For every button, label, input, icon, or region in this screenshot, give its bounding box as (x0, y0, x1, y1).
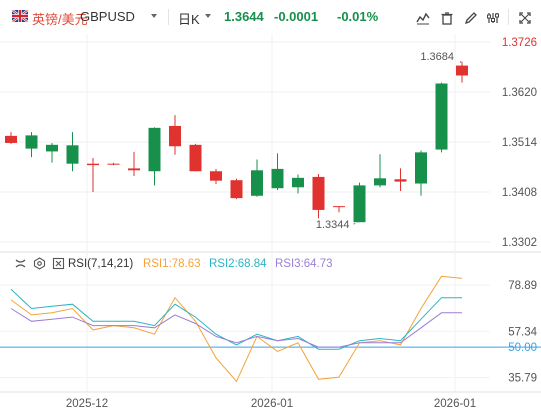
candle-body (107, 163, 120, 165)
price-axis-label: 1.3408 (502, 187, 537, 199)
high-price-label: 1.3684 (420, 51, 454, 63)
rsi-axis-label: 57.34 (508, 326, 537, 338)
candle-body (251, 170, 263, 196)
candle-body (169, 125, 181, 147)
high-marker-line (459, 59, 463, 64)
rsi-axis-label: 50.00 (508, 342, 537, 354)
rsi-axis-label: 35.79 (508, 373, 537, 385)
uk-flag-icon (12, 10, 28, 22)
candle-body (128, 168, 140, 171)
divider (168, 9, 169, 25)
candle-body (353, 185, 366, 223)
price-axis-label: 1.3726 (502, 37, 537, 49)
candle-body (46, 144, 58, 152)
rsi2-line (10, 288, 462, 350)
candle-body (87, 163, 99, 166)
symbol-dropdown-icon[interactable] (151, 14, 157, 18)
candle-body (435, 83, 448, 150)
delete-icon[interactable] (438, 9, 456, 27)
indicator-settings-icon[interactable] (33, 257, 46, 270)
candle-body (271, 168, 284, 189)
candle-body (66, 145, 79, 164)
period-selector[interactable]: 日K (178, 12, 200, 27)
candle-body (415, 152, 427, 184)
toolbar: 英镑/美元 GBPUSD 日K 1.3644 -0.0001 -0.01% (0, 0, 541, 34)
price-annotations: 1.3684 1.3344 (316, 51, 463, 231)
candle-body (5, 135, 17, 143)
time-axis-label: 2026-01 (434, 398, 476, 410)
time-axis-label: 2025-12 (66, 398, 108, 410)
settings-icon[interactable] (484, 9, 502, 27)
low-price-label: 1.3344 (316, 219, 350, 231)
close-indicator-icon[interactable] (52, 257, 65, 270)
price-change: -0.0001 (274, 9, 319, 24)
candle-body (333, 206, 345, 208)
low-marker-line (353, 221, 358, 225)
rsi1-line (10, 275, 463, 383)
time-axis-label: 2026-01 (251, 398, 293, 410)
pen-icon[interactable] (462, 9, 480, 27)
symbol-name[interactable]: 英镑/美元 (32, 12, 88, 27)
rsi2-value: RSI2:68.84 (209, 258, 267, 270)
candle-body (210, 171, 222, 181)
grid-lines (0, 34, 541, 393)
candle-body (456, 65, 468, 76)
rsi3-line (10, 308, 462, 348)
fullscreen-icon[interactable] (516, 9, 534, 27)
hide-indicator-icon[interactable] (14, 257, 27, 270)
symbol-code[interactable]: GBPUSD (80, 9, 135, 24)
rsi-indicator-name: RSI(7,14,21) (68, 258, 134, 270)
candle-body (148, 127, 161, 172)
period-dropdown-icon[interactable] (205, 14, 211, 18)
price-axis-label: 1.3514 (502, 137, 538, 149)
candle-body (312, 176, 325, 210)
candle-body (25, 135, 38, 149)
candlestick-series (5, 61, 468, 223)
axis-labels: 1.3726 1.3620 1.3514 1.3408 1.3302 78.89 57.34… (66, 37, 538, 410)
price-change-percent: -0.01% (337, 9, 379, 24)
rsi-series (10, 275, 463, 383)
rsi-axis-label: 78.89 (508, 280, 537, 292)
candle-body (394, 179, 407, 182)
candle-body (374, 178, 386, 186)
last-price: 1.3644 (224, 9, 264, 24)
price-axis-label: 1.3620 (502, 87, 537, 99)
rsi3-value: RSI3:64.73 (275, 258, 333, 270)
candle-body (230, 180, 243, 199)
price-axis-label: 1.3302 (502, 237, 537, 249)
divider (508, 9, 509, 25)
line-chart-icon[interactable] (414, 9, 432, 27)
candle-body (189, 144, 202, 172)
rsi1-value: RSI1:78.63 (143, 258, 201, 270)
candle-body (292, 177, 304, 188)
